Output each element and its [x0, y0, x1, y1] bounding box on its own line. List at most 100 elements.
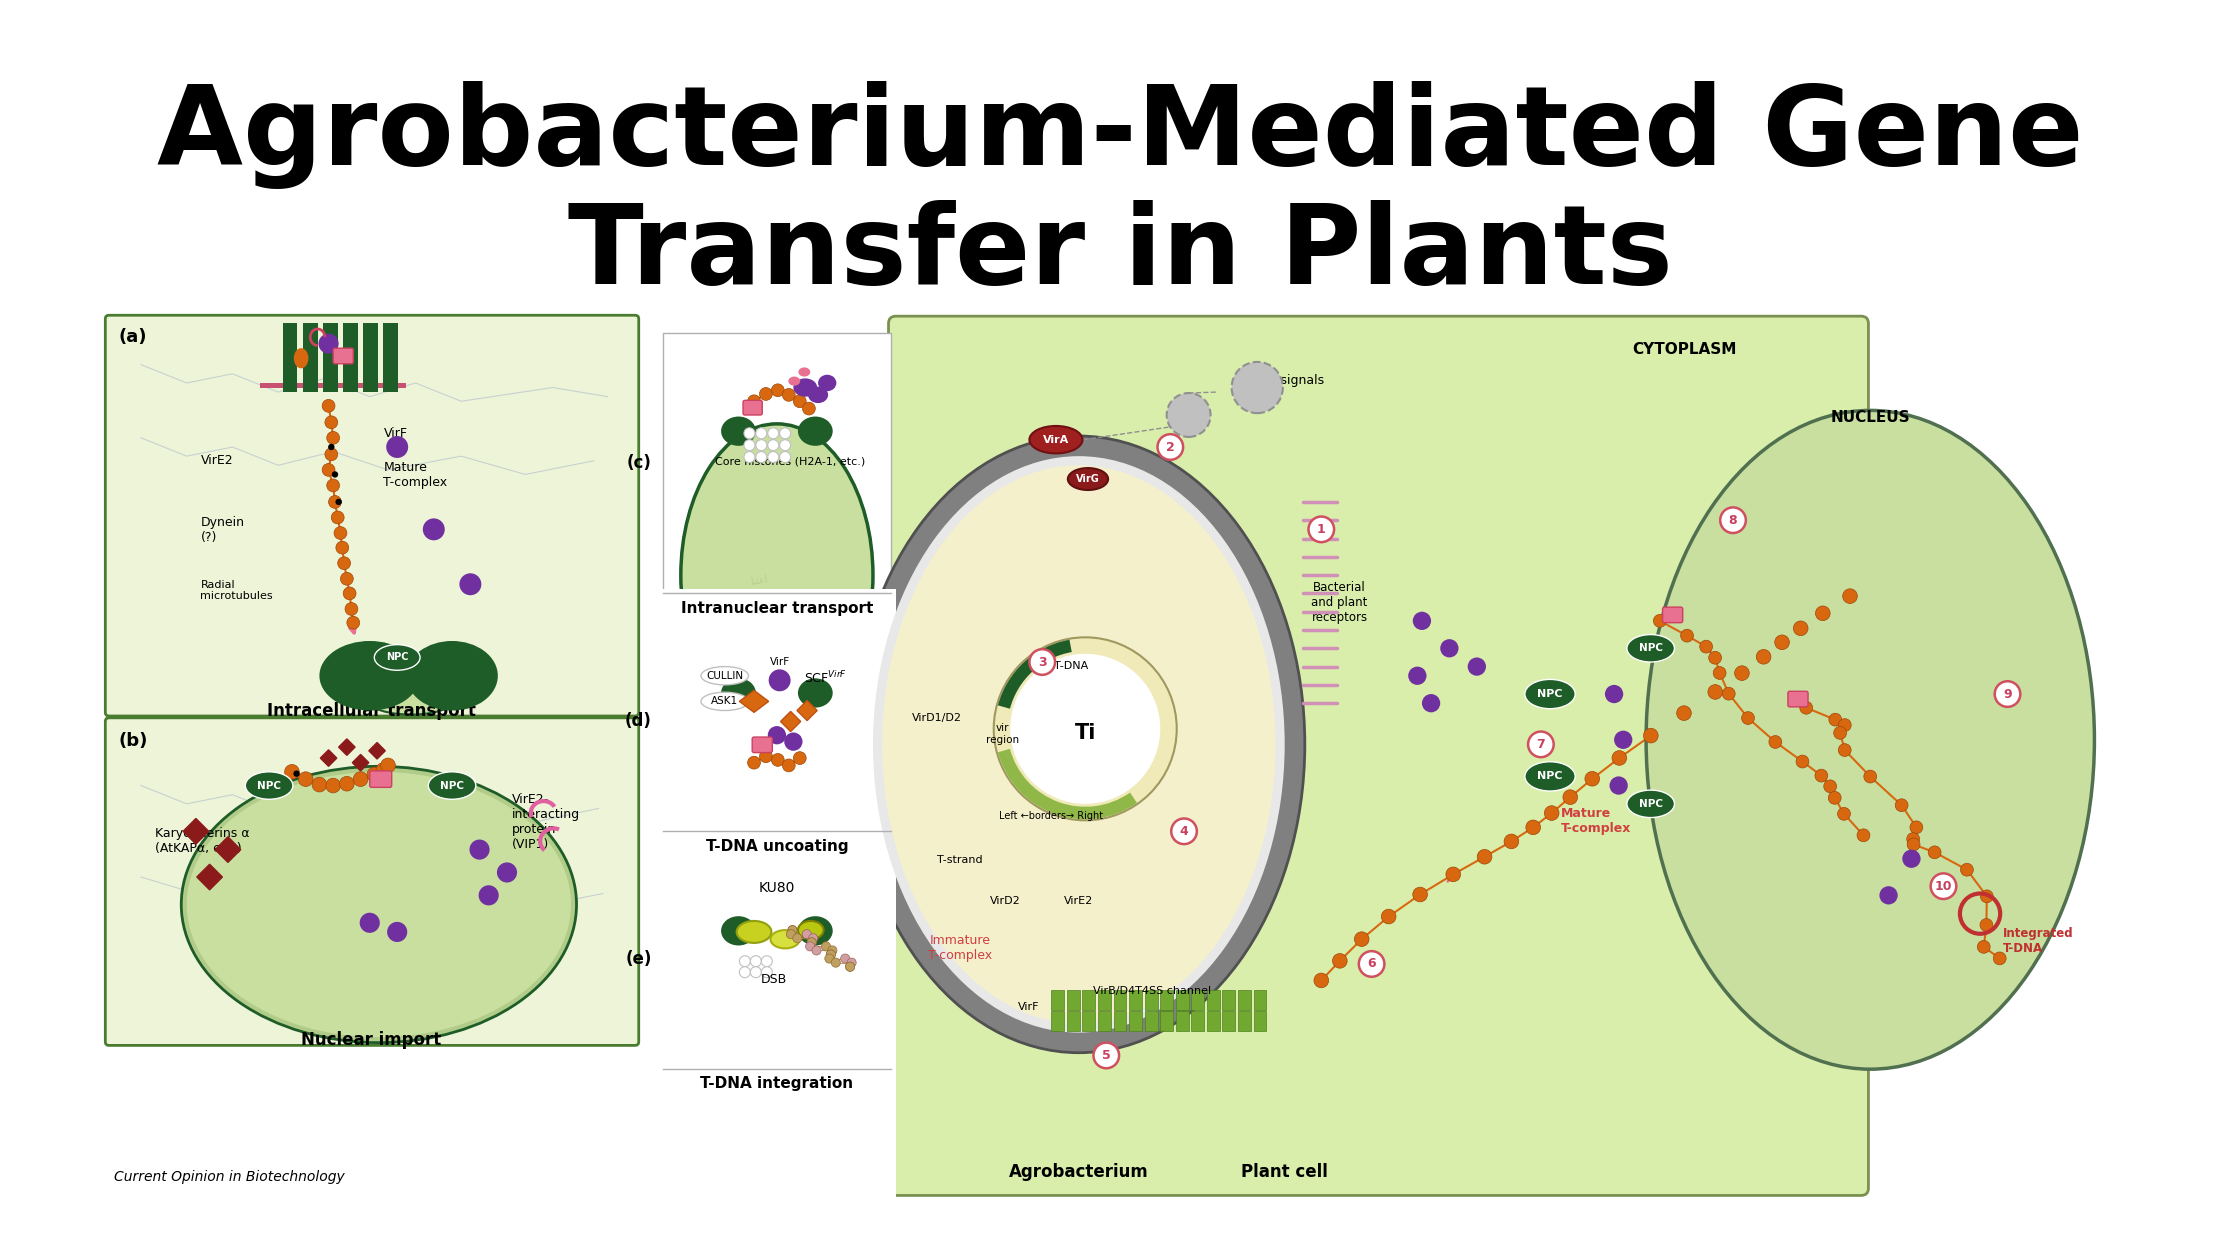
Circle shape	[1720, 508, 1745, 533]
Circle shape	[323, 464, 336, 476]
Text: ﺭﻭﺪﻴﺣ: ﺭﻭﺪﻴﺣ	[795, 1070, 815, 1080]
Text: T-DNA uncoating: T-DNA uncoating	[706, 839, 849, 853]
Ellipse shape	[405, 641, 497, 711]
Circle shape	[325, 447, 338, 461]
Circle shape	[1010, 654, 1160, 804]
Ellipse shape	[1068, 467, 1109, 490]
Circle shape	[1467, 658, 1485, 675]
Circle shape	[847, 958, 856, 968]
Circle shape	[768, 451, 780, 462]
Text: VirD2: VirD2	[990, 896, 1021, 906]
Circle shape	[1422, 694, 1440, 712]
Bar	[1239, 989, 1250, 1009]
Circle shape	[824, 954, 833, 963]
Bar	[260, 383, 405, 388]
Text: vir
region: vir region	[986, 723, 1019, 745]
Circle shape	[1931, 873, 1956, 898]
Circle shape	[1743, 712, 1754, 724]
Text: Integrated
T-DNA: Integrated T-DNA	[2003, 927, 2074, 955]
Ellipse shape	[320, 641, 421, 711]
Text: 5: 5	[1102, 1050, 1111, 1062]
Polygon shape	[739, 690, 768, 712]
Bar	[1066, 989, 1080, 1009]
FancyBboxPatch shape	[370, 771, 392, 788]
Circle shape	[1167, 393, 1210, 437]
Circle shape	[1476, 849, 1492, 864]
Text: 9: 9	[2003, 688, 2012, 701]
Text: Radial
microtubules: Radial microtubules	[199, 580, 273, 601]
Bar	[1098, 1011, 1111, 1031]
Text: ﺎﺒﺘﻋﺍ: ﺎﺒﺘﻋﺍ	[750, 1050, 768, 1062]
Ellipse shape	[1626, 635, 1676, 662]
Bar	[1160, 989, 1174, 1009]
Circle shape	[1613, 751, 1626, 765]
Text: (b): (b)	[119, 732, 148, 751]
Ellipse shape	[356, 664, 466, 714]
Circle shape	[831, 958, 840, 968]
Polygon shape	[197, 864, 222, 890]
Bar	[1223, 989, 1234, 1009]
Circle shape	[1835, 727, 1846, 740]
Bar	[663, 333, 892, 593]
Polygon shape	[320, 750, 336, 766]
Circle shape	[1994, 682, 2020, 707]
Text: Agrobacterium: Agrobacterium	[1008, 1163, 1149, 1181]
Bar	[1113, 1011, 1127, 1031]
Ellipse shape	[1030, 426, 1082, 454]
Text: ASK1: ASK1	[710, 697, 739, 707]
Circle shape	[497, 862, 517, 882]
Ellipse shape	[721, 678, 755, 708]
Text: Mature
T-complex: Mature T-complex	[383, 461, 448, 489]
Ellipse shape	[883, 465, 1275, 1023]
Circle shape	[759, 388, 773, 401]
Text: VirF: VirF	[383, 427, 408, 440]
Text: VirE2: VirE2	[199, 455, 233, 467]
Circle shape	[762, 966, 773, 978]
Ellipse shape	[428, 772, 475, 799]
Circle shape	[479, 886, 500, 906]
Circle shape	[1837, 808, 1850, 820]
Circle shape	[1911, 822, 1922, 834]
Circle shape	[806, 941, 815, 951]
Circle shape	[822, 941, 831, 951]
Text: VirB/D4T4SS channel: VirB/D4T4SS channel	[1093, 987, 1212, 997]
Bar	[663, 849, 892, 1070]
Circle shape	[327, 444, 334, 450]
Ellipse shape	[853, 436, 1306, 1052]
Circle shape	[376, 762, 390, 777]
Bar	[1239, 1011, 1250, 1031]
Text: Mature
T-complex: Mature T-complex	[1561, 806, 1631, 835]
Bar	[1176, 989, 1189, 1009]
Text: (e): (e)	[625, 950, 652, 969]
FancyBboxPatch shape	[1788, 692, 1808, 707]
Circle shape	[744, 428, 755, 438]
Circle shape	[788, 926, 797, 935]
Circle shape	[755, 451, 766, 462]
Ellipse shape	[1626, 790, 1676, 818]
Circle shape	[1980, 890, 1994, 902]
Ellipse shape	[797, 368, 811, 377]
Ellipse shape	[186, 772, 571, 1037]
Ellipse shape	[721, 417, 755, 446]
Bar	[1192, 989, 1205, 1009]
Text: Bacterial
and plant
receptors: Bacterial and plant receptors	[1310, 581, 1369, 624]
Ellipse shape	[374, 645, 421, 670]
Bar	[1051, 1011, 1064, 1031]
Text: (d): (d)	[625, 712, 652, 731]
Circle shape	[388, 922, 408, 942]
Bar	[1254, 1011, 1266, 1031]
Circle shape	[768, 440, 780, 451]
Text: 1: 1	[1317, 523, 1326, 536]
Text: NPC: NPC	[1537, 771, 1564, 781]
Circle shape	[793, 394, 806, 408]
Text: NPC: NPC	[439, 780, 464, 790]
Circle shape	[1333, 954, 1346, 968]
Circle shape	[1653, 615, 1667, 627]
Ellipse shape	[701, 692, 748, 711]
Circle shape	[782, 759, 795, 772]
Text: VirG: VirG	[1075, 474, 1100, 484]
Circle shape	[1680, 629, 1693, 643]
Bar	[1192, 1011, 1205, 1031]
Circle shape	[1814, 769, 1828, 782]
Circle shape	[1355, 932, 1369, 946]
